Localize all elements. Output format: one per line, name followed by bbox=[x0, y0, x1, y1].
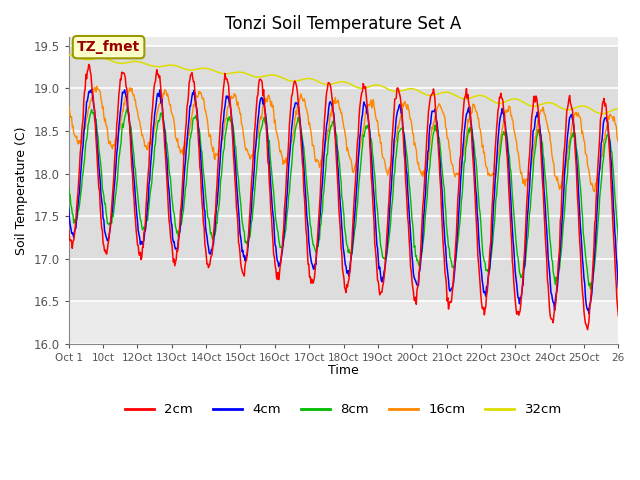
Title: Tonzi Soil Temperature Set A: Tonzi Soil Temperature Set A bbox=[225, 15, 461, 33]
Y-axis label: Soil Temperature (C): Soil Temperature (C) bbox=[15, 126, 28, 255]
Bar bbox=[68, 46, 618, 301]
X-axis label: Time: Time bbox=[328, 364, 359, 377]
Legend: 2cm, 4cm, 8cm, 16cm, 32cm: 2cm, 4cm, 8cm, 16cm, 32cm bbox=[120, 398, 568, 421]
Text: TZ_fmet: TZ_fmet bbox=[77, 40, 140, 54]
